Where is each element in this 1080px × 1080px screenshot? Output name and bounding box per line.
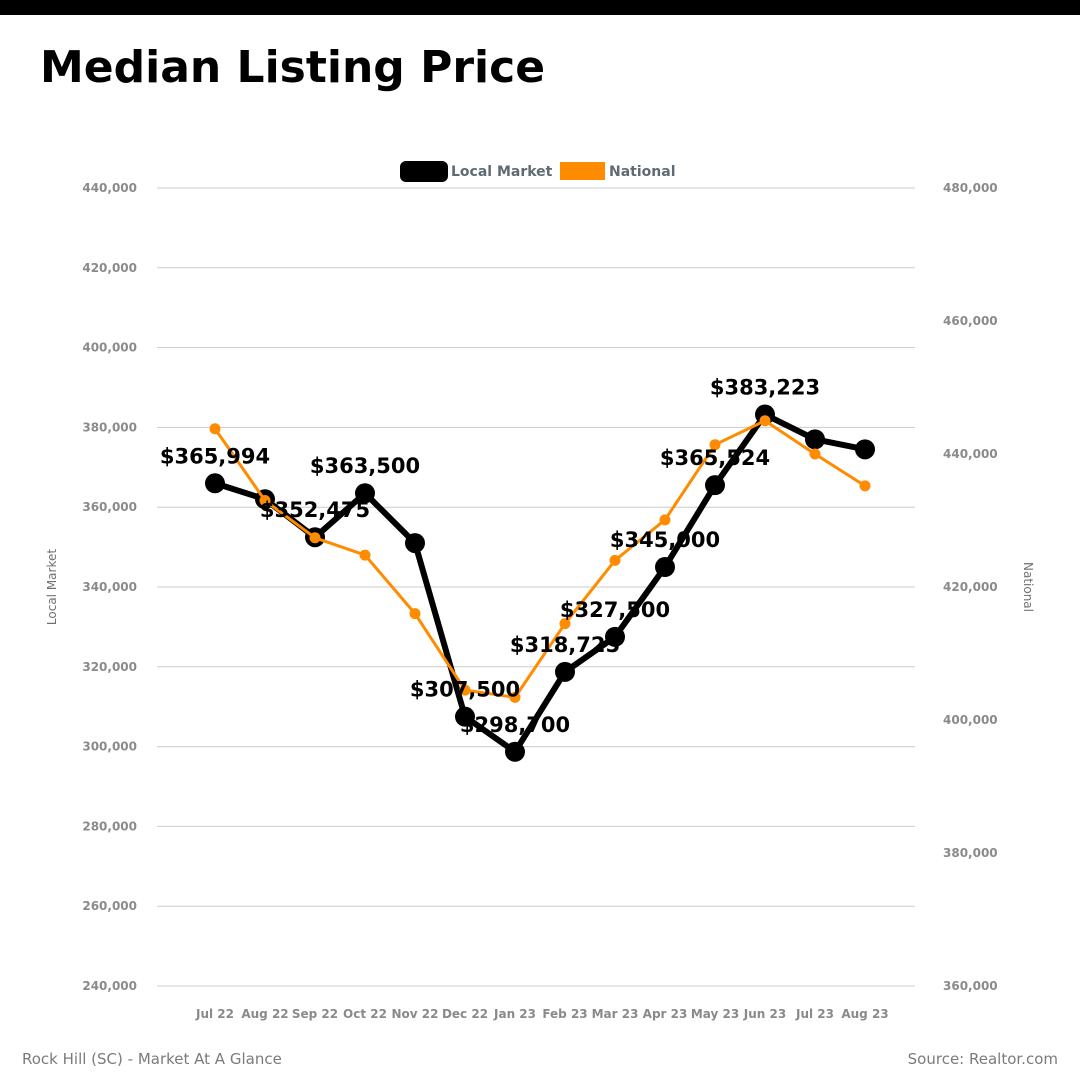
data-label-local-market: $318,725: [510, 633, 620, 657]
point-local-market: [405, 533, 425, 554]
point-national: [459, 684, 471, 696]
y-left-tick-label: 380,000: [82, 420, 137, 434]
point-national: [259, 495, 271, 507]
point-national: [309, 532, 321, 544]
data-label-local-market: $345,000: [610, 528, 720, 552]
footer-source: Source: Realtor.com: [907, 1050, 1058, 1068]
point-national: [359, 549, 371, 561]
x-tick-label: Nov 22: [392, 1007, 439, 1021]
data-label-local-market: $363,500: [310, 454, 420, 478]
y-right-tick-label: 360,000: [943, 979, 998, 993]
x-tick-label: Jul 22: [195, 1007, 234, 1021]
point-national: [509, 691, 521, 703]
point-local-market: [555, 661, 575, 682]
legend-swatch-national: [560, 162, 605, 180]
legend-swatch-local-market: [400, 161, 448, 182]
point-local-market: [355, 483, 375, 504]
data-label-local-market: $383,223: [710, 376, 820, 400]
y-right-tick-label: 380,000: [943, 846, 998, 860]
x-tick-label: Feb 23: [542, 1007, 587, 1021]
data-label-local-market: $365,524: [660, 446, 770, 470]
x-tick-label: May 23: [691, 1007, 739, 1021]
chart-title: Median Listing Price: [40, 42, 546, 93]
x-tick-label: Dec 22: [442, 1007, 488, 1021]
x-tick-label: Mar 23: [592, 1007, 639, 1021]
y-right-tick-label: 480,000: [943, 181, 998, 195]
y-left-tick-label: 400,000: [82, 341, 137, 355]
y-right-tick-label: 420,000: [943, 580, 998, 594]
x-tick-label: Jan 23: [493, 1007, 536, 1021]
point-local-market: [805, 429, 825, 450]
x-tick-label: Sep 22: [292, 1007, 338, 1021]
x-tick-label: Jul 23: [795, 1007, 834, 1021]
point-local-market: [605, 626, 625, 647]
point-national: [759, 415, 771, 427]
point-national: [709, 439, 721, 451]
data-label-local-market: $365,994: [160, 444, 270, 468]
y-right-tick-label: 400,000: [943, 713, 998, 727]
footer-market-label: Rock Hill (SC) - Market At A Glance: [22, 1050, 282, 1068]
point-national: [209, 423, 221, 435]
point-national: [409, 608, 421, 620]
y-left-tick-label: 360,000: [82, 500, 137, 514]
series-line-national: [213, 419, 866, 699]
point-local-market: [705, 475, 725, 496]
y-left-tick-label: 440,000: [82, 181, 137, 195]
y-left-tick-label: 320,000: [82, 660, 137, 674]
y-right-tick-label: 460,000: [943, 314, 998, 328]
top-bar: [0, 0, 1080, 15]
y-left-tick-label: 280,000: [82, 819, 137, 833]
point-national: [659, 514, 671, 526]
x-tick-label: Oct 22: [343, 1007, 387, 1021]
y-left-tick-label: 300,000: [82, 740, 137, 754]
point-local-market: [655, 557, 675, 578]
data-label-local-market: $327,500: [560, 598, 670, 622]
y-left-axis-label: Local Market: [45, 549, 59, 625]
x-tick-label: Aug 23: [841, 1007, 888, 1021]
y-right-axis-label: National: [1021, 562, 1035, 612]
point-local-market: [505, 741, 525, 762]
point-national: [609, 554, 621, 566]
legend-label-national: National: [609, 164, 676, 180]
point-national: [809, 448, 821, 460]
point-local-market: [455, 706, 475, 727]
y-left-tick-label: 240,000: [82, 979, 137, 993]
x-tick-label: Jun 23: [743, 1007, 786, 1021]
y-left-tick-label: 420,000: [82, 261, 137, 275]
data-label-local-market: $307,500: [410, 678, 520, 702]
point-national: [859, 480, 871, 492]
data-label-local-market: $298,700: [460, 713, 570, 737]
y-left-tick-label: 260,000: [82, 899, 137, 913]
y-right-tick-label: 440,000: [943, 447, 998, 461]
y-left-tick-label: 340,000: [82, 580, 137, 594]
data-label-local-market: $352,475: [260, 498, 370, 522]
x-tick-label: Aug 22: [241, 1007, 288, 1021]
point-local-market: [205, 473, 225, 494]
point-national: [559, 618, 571, 630]
legend-label-local-market: Local Market: [451, 164, 553, 180]
x-tick-label: Apr 23: [643, 1007, 688, 1021]
point-local-market: [855, 439, 875, 460]
